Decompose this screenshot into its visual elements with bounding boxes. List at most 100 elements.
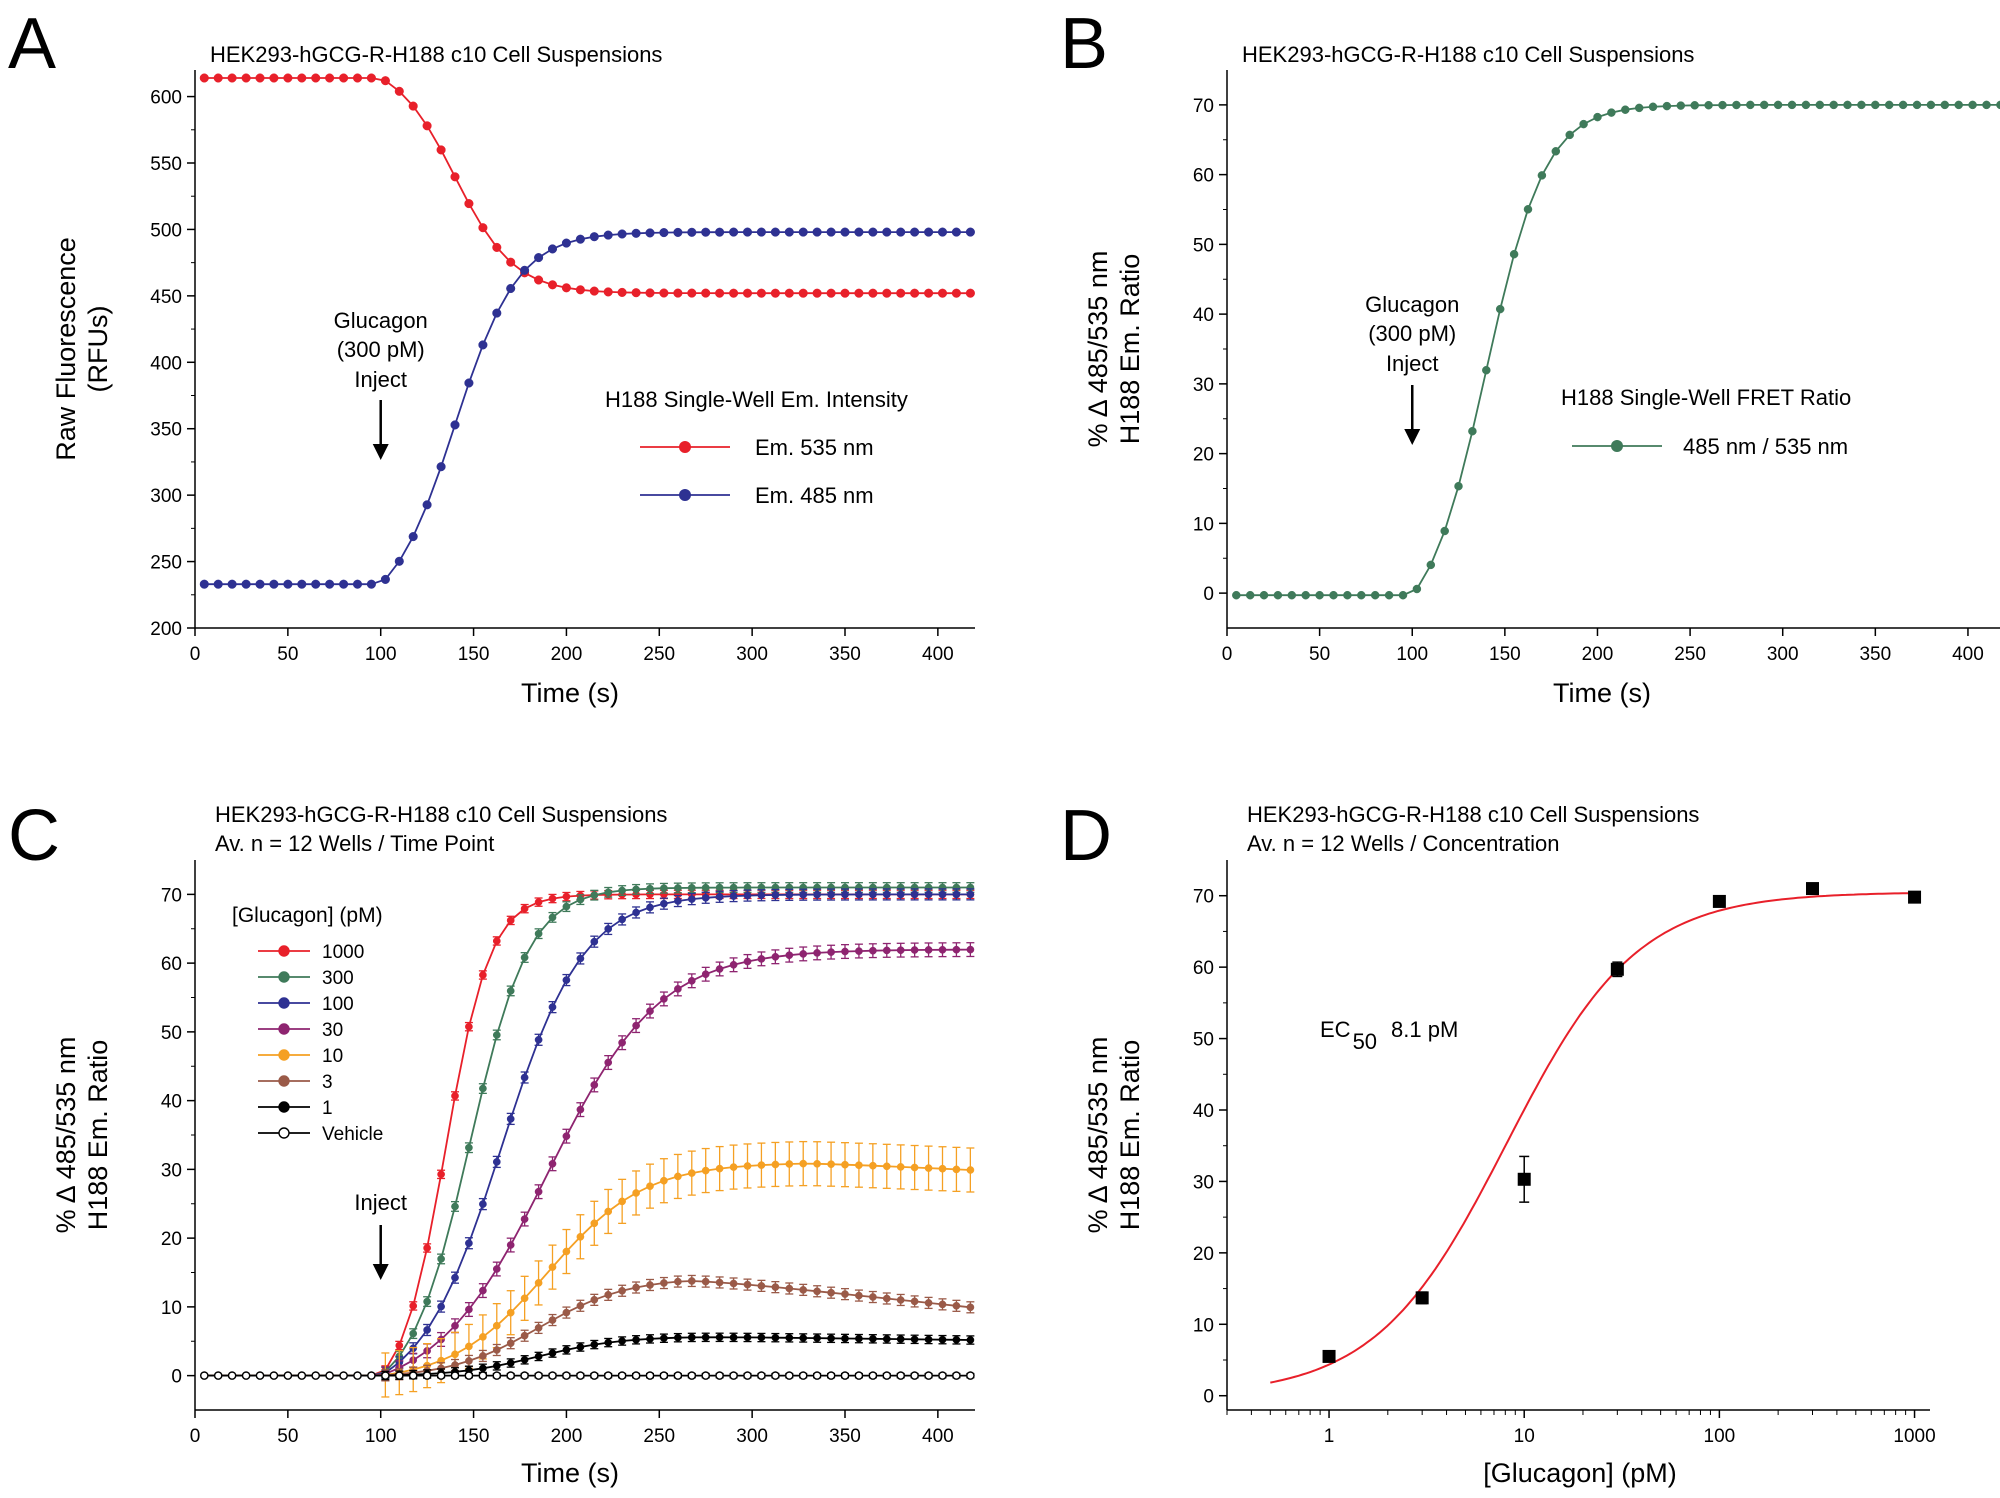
data-point [646,903,654,912]
data-point [1746,100,1755,110]
x-tick-label: 100 [1704,1426,1736,1447]
data-point [603,230,613,240]
legend-marker [278,971,290,983]
x-tick-label: 350 [829,644,861,665]
data-point [366,73,376,83]
data-point [631,228,641,238]
data-point [756,288,766,298]
x-tick-label: 150 [458,1426,490,1447]
data-point [269,579,279,589]
data-point [924,227,934,237]
data-point [715,965,724,973]
data-point [437,1255,445,1263]
data-point [548,1159,557,1168]
data-point [701,893,710,902]
data-point [1232,590,1241,600]
legend-marker [679,441,691,453]
y-axis-label-line: (RFUs) [83,306,113,393]
data-point [729,1333,738,1342]
data-point [604,925,613,933]
panel-c-title: HEK293-hGCG-R-H188 c10 Cell Suspensions [215,802,667,827]
data-point [604,1207,613,1216]
data-point [380,574,390,584]
data-point [1412,584,1422,594]
data-point [827,1334,835,1343]
data-point [826,227,836,237]
data-point [937,227,948,237]
data-point [646,1182,654,1191]
data-point [674,1277,682,1286]
x-tick-label: 200 [551,644,583,665]
legend-marker [1611,440,1623,452]
x-tick-label: 50 [277,644,298,665]
data-point [673,227,683,237]
data-point [562,1308,571,1317]
data-point [882,890,891,899]
data-point [199,1371,209,1380]
data-point [492,1346,501,1354]
data-point [687,1333,696,1342]
data-point [785,1284,794,1293]
legend-marker [278,1023,290,1035]
data-point [910,1371,919,1380]
data-point [520,1331,529,1340]
data-point [479,1084,487,1093]
data-point [339,579,349,589]
data-point [618,886,626,895]
data-point [1732,100,1741,110]
data-point [1648,102,1658,112]
data-point [590,1081,599,1089]
data-point [855,1291,863,1300]
data-point [506,1308,515,1317]
inject-annotation-text: Glucagon [1365,292,1459,317]
data-point [910,1163,919,1172]
data-point [841,947,849,956]
x-tick-label: 1000 [1893,1426,1935,1447]
data-point [1273,590,1283,600]
data-point [464,1371,474,1380]
y-tick-label: 30 [161,1160,182,1181]
data-point [590,1295,599,1304]
data-point [827,948,835,956]
series-line-30 [204,948,971,1377]
data-point [757,1161,766,1169]
data-point [701,1277,710,1286]
data-point [840,227,850,237]
data-point [1517,1172,1531,1186]
x-tick-label: 300 [736,644,768,665]
data-point [451,1350,459,1359]
data-point [632,885,640,894]
data-point [952,1165,961,1174]
panel-a-x-axis-label: Time (s) [521,678,619,708]
data-point [1718,100,1727,110]
data-point [1815,100,1825,110]
data-point [213,73,223,83]
data-point [325,1371,334,1380]
data-point [729,1371,738,1380]
data-point [423,1326,431,1334]
data-point [701,288,711,298]
legend-marker [278,945,290,957]
data-point [479,1364,487,1373]
y-tick-label: 450 [150,287,182,308]
data-point [855,1334,863,1343]
data-point [715,1164,724,1173]
data-point [618,1038,626,1047]
data-point [576,1371,585,1380]
data-point [1370,590,1380,600]
data-point [618,915,626,924]
data-point [465,1357,473,1365]
data-point [687,1371,697,1380]
data-point [952,945,961,954]
data-point [269,73,279,83]
data-point [924,890,933,899]
data-point [687,288,697,298]
y-tick-label: 70 [1193,96,1214,117]
data-point [269,1371,279,1380]
data-point [743,957,752,966]
data-point [1621,105,1630,114]
data-point [729,960,738,969]
x-tick-label: 150 [1489,644,1521,665]
data-point [534,1279,543,1287]
data-point [660,1334,668,1343]
